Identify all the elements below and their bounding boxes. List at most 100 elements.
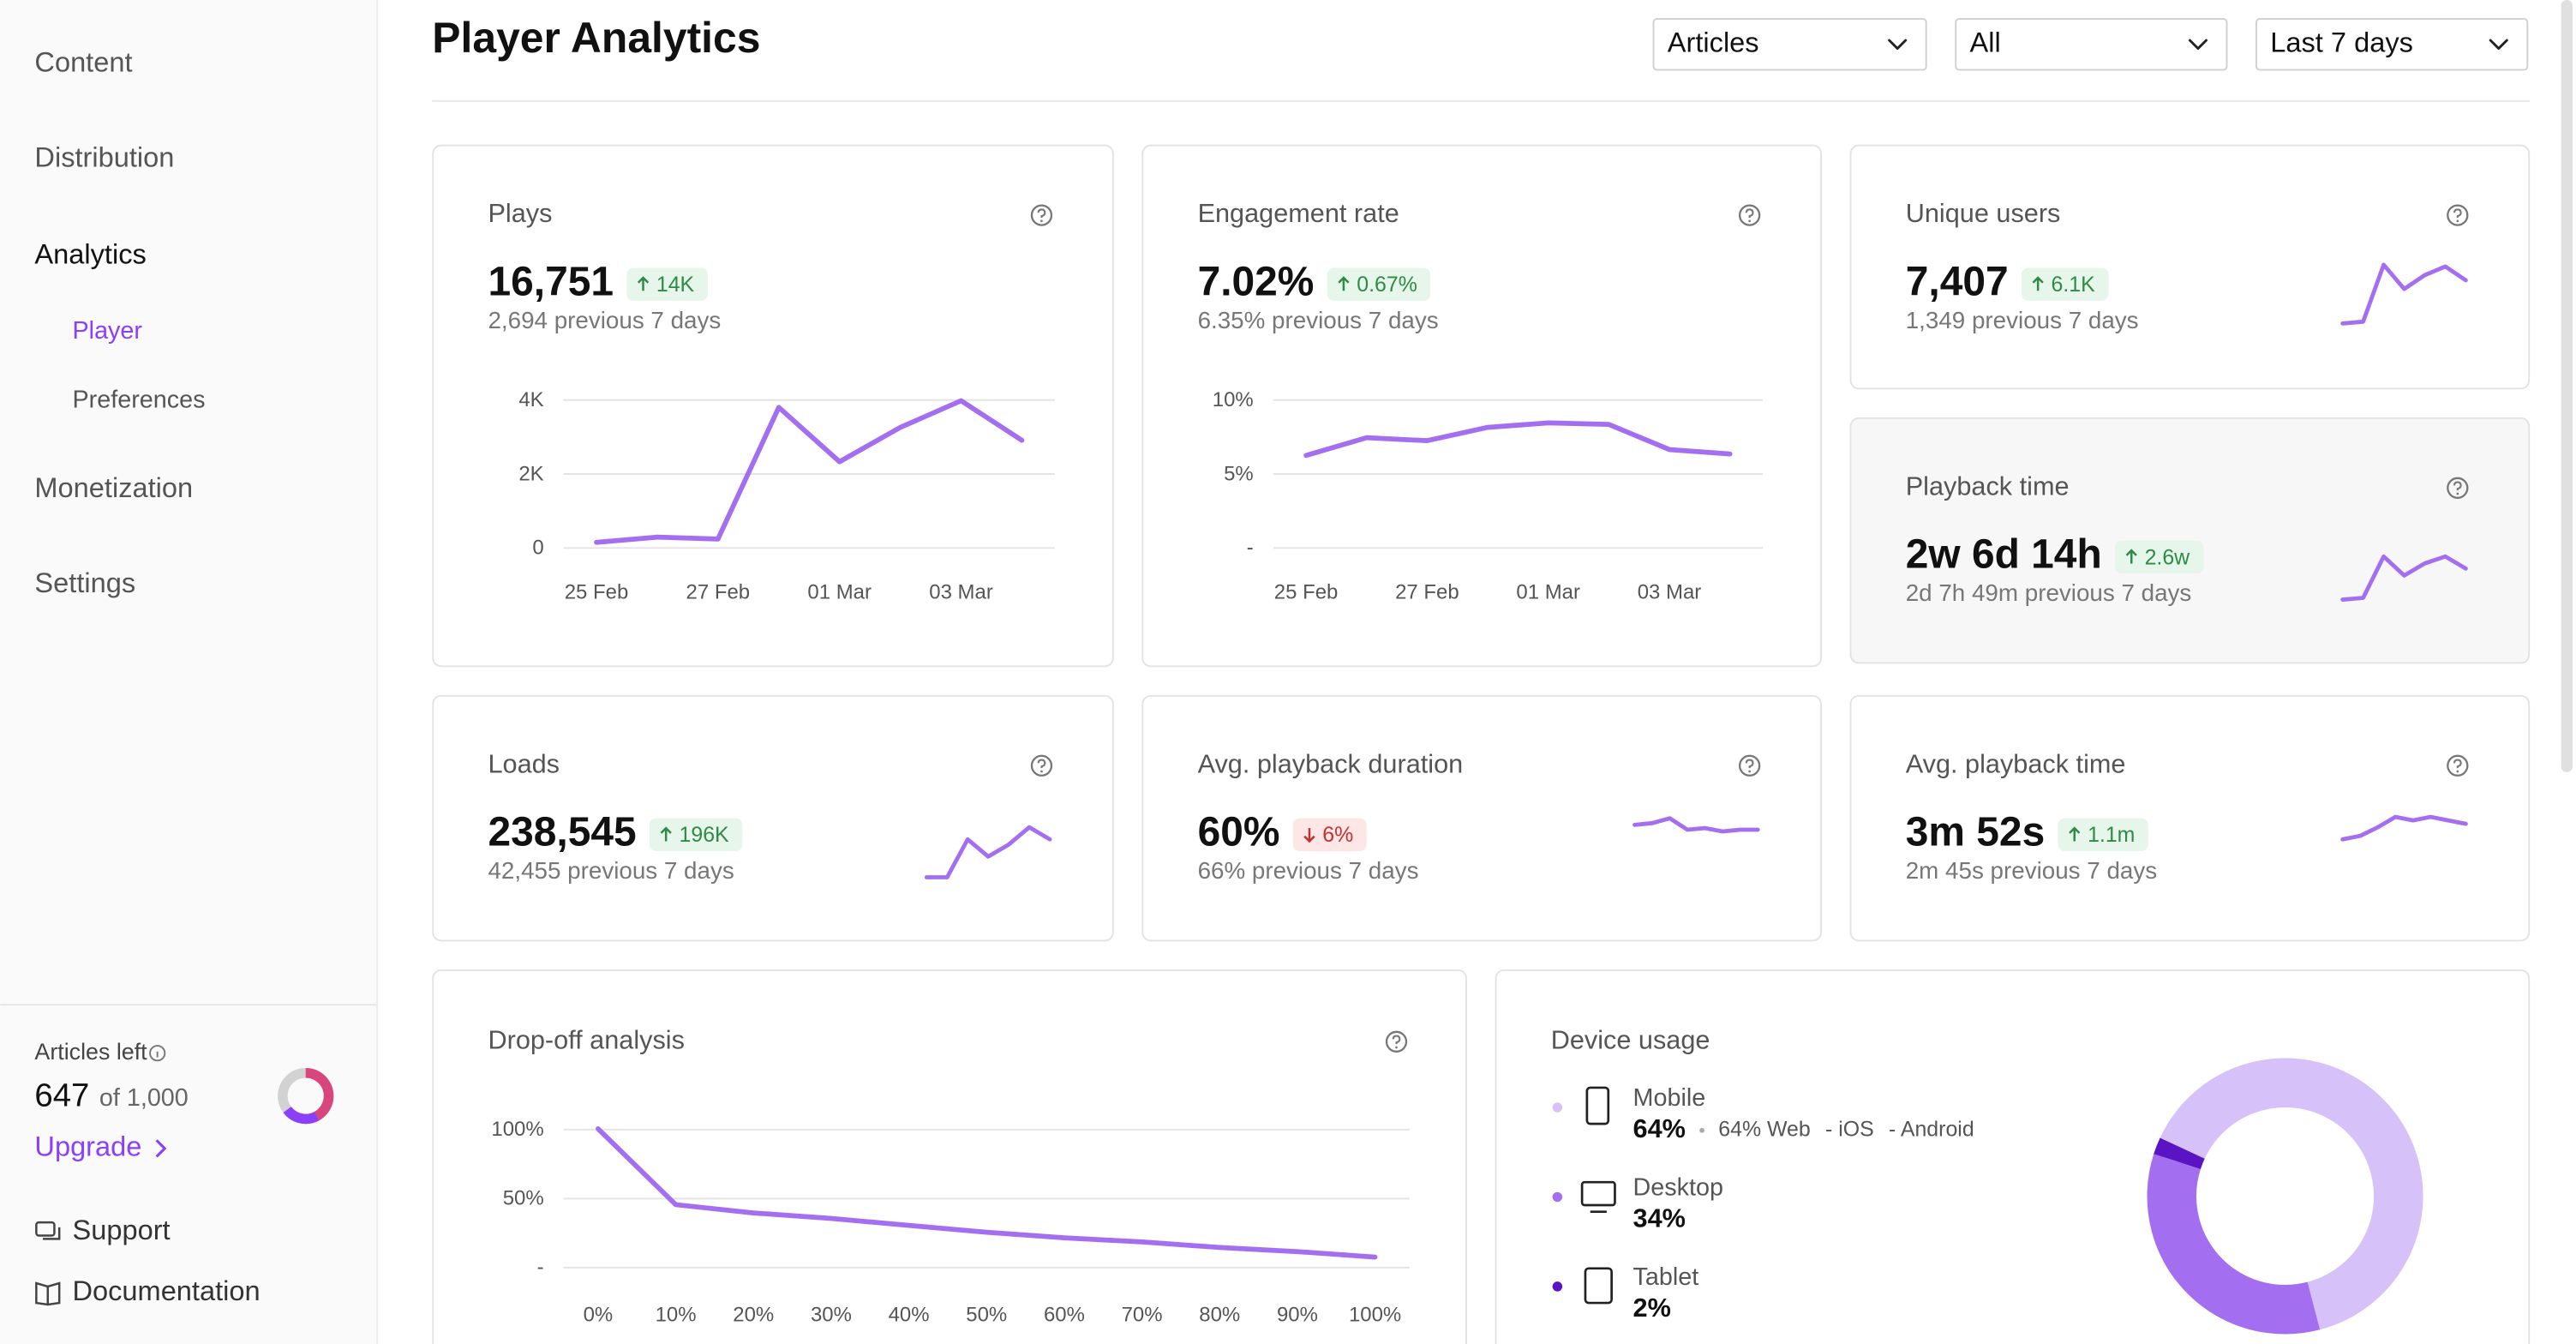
line-series: [596, 1126, 1378, 1260]
help-icon-dot: [1395, 1046, 1398, 1049]
filter-dropdown[interactable]: [1955, 18, 2228, 71]
help-icon[interactable]: [1030, 204, 1053, 226]
x-tick-label: 30%: [811, 1304, 852, 1327]
x-tick-label: 90%: [1277, 1304, 1318, 1327]
x-tick-label: 10%: [656, 1304, 697, 1327]
donut-segment: [2147, 1058, 2423, 1335]
x-tick-label: 27 Feb: [1395, 580, 1459, 603]
quota-title: Articles left: [34, 1039, 147, 1065]
nav-item[interactable]: Content: [34, 46, 132, 77]
chevron: [2489, 39, 2508, 50]
nav-subitem[interactable]: Player: [73, 317, 143, 345]
help-icon-mark: [1745, 759, 1754, 769]
nav-item[interactable]: Settings: [34, 567, 135, 598]
y-tick-label: 10%: [1213, 388, 1254, 411]
metric-card: [432, 144, 1114, 668]
legend-dot: [1552, 1191, 1563, 1203]
x-tick-label: 70%: [1122, 1304, 1163, 1327]
upgrade-link[interactable]: Upgrade: [34, 1131, 141, 1162]
x-tick-label: 27 Feb: [686, 580, 751, 603]
x-tick-label: 0%: [584, 1304, 614, 1327]
help-icon-dot: [1748, 219, 1751, 223]
sidebar-link[interactable]: Documentation: [73, 1275, 261, 1306]
chevron: [1888, 39, 1908, 50]
donut-segment: [2147, 1058, 2423, 1335]
page-title: Player Analytics: [432, 14, 760, 62]
help-icon[interactable]: [1738, 204, 1761, 226]
nav-item[interactable]: Analytics: [34, 239, 146, 270]
metric-card: [1141, 694, 1822, 942]
metric-card: [432, 694, 1114, 942]
donut-segment: [2147, 1058, 2423, 1335]
delta-arrow: [2032, 276, 2044, 291]
card-value: 7.02%: [1198, 259, 1315, 304]
nav-item[interactable]: Monetization: [34, 472, 193, 503]
help-icon[interactable]: [2447, 754, 2469, 777]
y-tick-label: 100%: [491, 1118, 543, 1141]
line-series: [1303, 420, 1733, 459]
delta-pill: [1292, 818, 1367, 851]
legend-dot: [1552, 1102, 1563, 1113]
card-title: Unique users: [1906, 199, 2061, 228]
filter-label: All: [1970, 27, 2001, 57]
sparkline: [1632, 816, 1760, 834]
x-tick-label: 50%: [966, 1304, 1007, 1327]
help-icon[interactable]: [1385, 1030, 1408, 1053]
help-icon-mark: [1037, 759, 1046, 769]
dropoff-card: [432, 969, 1467, 1344]
device-value: 34%: [1633, 1203, 1686, 1233]
delta-arrow: [660, 826, 672, 842]
delta-pill: [1327, 267, 1431, 301]
x-tick-label: 100%: [1349, 1304, 1401, 1327]
delta-arrow: [2069, 826, 2081, 842]
delta-value: 2.6w: [2145, 545, 2191, 569]
line-series: [594, 398, 1025, 545]
help-icon[interactable]: [2447, 477, 2469, 499]
nav-subitem[interactable]: Preferences: [73, 386, 206, 413]
sparkline: [2340, 262, 2468, 326]
card-value: 238,545: [488, 809, 636, 855]
help-icon-dot: [1040, 219, 1043, 223]
filter-dropdown[interactable]: [1652, 18, 1927, 71]
y-tick-label: 5%: [1224, 462, 1254, 485]
card-value: 3m 52s: [1906, 809, 2045, 855]
card-previous: 2m 45s previous 7 days: [1906, 857, 2157, 884]
help-icon[interactable]: [2447, 204, 2469, 226]
metric-card: [1849, 694, 2531, 942]
y-tick-label: 50%: [503, 1187, 544, 1210]
delta-arrow: [1338, 276, 1350, 291]
y-tick-label: 4K: [518, 388, 543, 411]
scrollbar[interactable]: [2561, 0, 2573, 772]
x-tick-label: 03 Mar: [929, 580, 993, 603]
delta-pill: [2115, 540, 2204, 573]
card-title: Avg. playback duration: [1198, 749, 1464, 778]
delta-value: 6.1K: [2051, 273, 2095, 297]
help-icon-mark: [2453, 759, 2462, 769]
sparkline: [924, 825, 1052, 879]
delta-arrow: [1303, 828, 1315, 843]
quota-donut-accent: [278, 1067, 334, 1125]
card-title: Loads: [488, 749, 560, 778]
x-tick-label: 25 Feb: [565, 580, 629, 603]
x-tick-label: 01 Mar: [1516, 580, 1580, 603]
filter-dropdown[interactable]: [2255, 18, 2529, 71]
sidebar-link[interactable]: Support: [73, 1215, 171, 1245]
sparkline: [2340, 814, 2468, 842]
card-title: Device usage: [1551, 1025, 1710, 1054]
card-value: 16,751: [488, 259, 614, 304]
device-name: Desktop: [1633, 1173, 1723, 1201]
nav-item[interactable]: Distribution: [34, 142, 174, 173]
card-previous: 66% previous 7 days: [1198, 857, 1419, 884]
card-previous: 2,694 previous 7 days: [488, 307, 721, 333]
device-value: 2%: [1633, 1293, 1671, 1323]
help-icon-dot: [1748, 770, 1751, 773]
card-previous: 1,349 previous 7 days: [1906, 307, 2139, 333]
help-icon[interactable]: [1738, 754, 1761, 777]
metric-card: [1141, 144, 1822, 668]
delta-pill: [626, 267, 708, 301]
card-title: Drop-off analysis: [488, 1025, 684, 1054]
help-icon[interactable]: [1030, 754, 1053, 777]
device-detail: - Android: [1889, 1117, 1974, 1141]
